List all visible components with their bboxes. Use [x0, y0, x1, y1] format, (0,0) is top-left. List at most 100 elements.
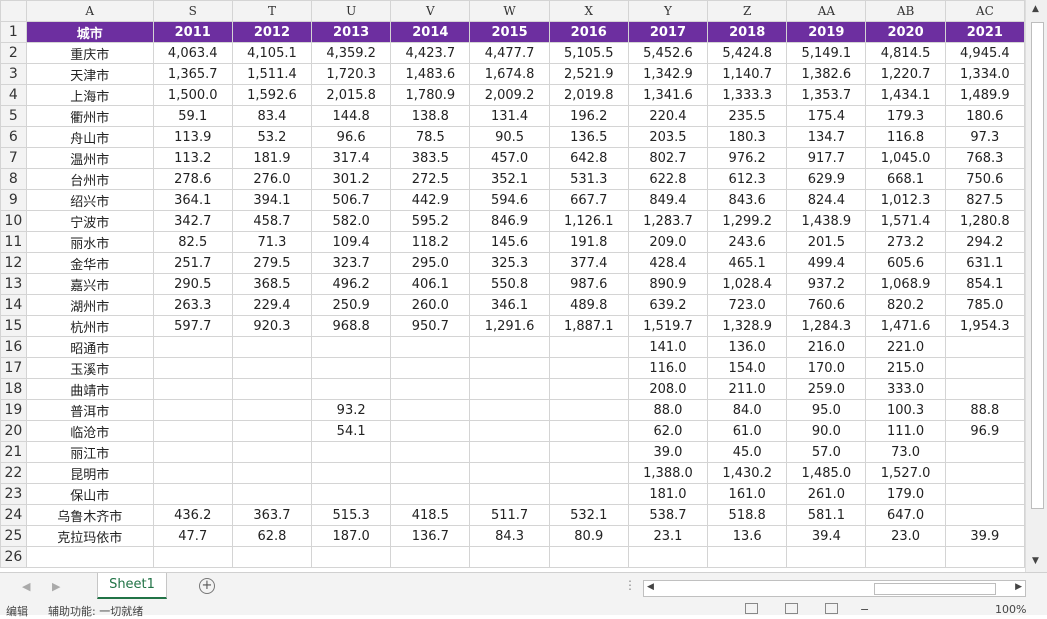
value-cell[interactable]: [311, 483, 392, 505]
value-cell[interactable]: 629.9: [786, 168, 867, 190]
value-cell[interactable]: 854.1: [944, 273, 1025, 295]
value-cell[interactable]: 54.1: [311, 420, 392, 442]
value-cell[interactable]: [152, 336, 233, 358]
value-cell[interactable]: 1,140.7: [707, 63, 788, 85]
value-cell[interactable]: 1,527.0: [865, 462, 946, 484]
value-cell[interactable]: [627, 546, 709, 568]
zoom-level[interactable]: 100%: [995, 603, 1027, 616]
value-cell[interactable]: 595.2: [390, 210, 471, 232]
city-cell[interactable]: 丽江市: [25, 441, 154, 463]
header-cell-year[interactable]: 2014: [390, 21, 471, 43]
value-cell[interactable]: 4,814.5: [865, 42, 946, 64]
value-cell[interactable]: 317.4: [311, 147, 392, 169]
row-header[interactable]: 2: [0, 42, 27, 64]
column-header-w[interactable]: W: [469, 0, 550, 22]
value-cell[interactable]: 263.3: [152, 294, 233, 316]
value-cell[interactable]: 436.2: [152, 504, 233, 526]
city-cell[interactable]: 克拉玛依市: [25, 525, 154, 547]
value-cell[interactable]: 179.0: [865, 483, 946, 505]
value-cell[interactable]: 134.7: [786, 126, 867, 148]
row-header[interactable]: 23: [0, 483, 27, 505]
horizontal-scroll-thumb[interactable]: [874, 583, 996, 595]
value-cell[interactable]: 820.2: [865, 294, 946, 316]
value-cell[interactable]: 506.7: [311, 189, 392, 211]
city-cell[interactable]: 普洱市: [25, 399, 154, 421]
column-header-s[interactable]: S: [152, 0, 233, 22]
value-cell[interactable]: 261.0: [786, 483, 867, 505]
value-cell[interactable]: 917.7: [786, 147, 867, 169]
value-cell[interactable]: 301.2: [311, 168, 392, 190]
value-cell[interactable]: [944, 483, 1025, 505]
value-cell[interactable]: [152, 399, 233, 421]
value-cell[interactable]: [231, 336, 313, 358]
value-cell[interactable]: 1,045.0: [865, 147, 946, 169]
value-cell[interactable]: [548, 336, 629, 358]
value-cell[interactable]: 1,328.9: [707, 315, 788, 337]
value-cell[interactable]: 1,284.3: [786, 315, 867, 337]
value-cell[interactable]: [469, 546, 550, 568]
value-cell[interactable]: 71.3: [231, 231, 313, 253]
value-cell[interactable]: 518.8: [707, 504, 788, 526]
spreadsheet-grid[interactable]: A S T U V W X Y Z AA AB AC 1 城市 2011 2012 2013 2014 2015 20…: [0, 0, 1025, 570]
value-cell[interactable]: 216.0: [786, 336, 867, 358]
city-cell[interactable]: 昆明市: [25, 462, 154, 484]
value-cell[interactable]: 109.4: [311, 231, 392, 253]
value-cell[interactable]: 294.2: [944, 231, 1025, 253]
value-cell[interactable]: 1,342.9: [627, 63, 709, 85]
value-cell[interactable]: [390, 441, 471, 463]
value-cell[interactable]: 1,068.9: [865, 273, 946, 295]
page-layout-view-icon[interactable]: [785, 603, 798, 614]
scroll-up-arrow-icon[interactable]: ▲: [1032, 4, 1039, 14]
value-cell[interactable]: 1,471.6: [865, 315, 946, 337]
value-cell[interactable]: 61.0: [707, 420, 788, 442]
value-cell[interactable]: 1,500.0: [152, 84, 233, 106]
value-cell[interactable]: 496.2: [311, 273, 392, 295]
value-cell[interactable]: [311, 378, 392, 400]
value-cell[interactable]: 4,359.2: [311, 42, 392, 64]
city-cell[interactable]: 上海市: [25, 84, 154, 106]
value-cell[interactable]: 290.5: [152, 273, 233, 295]
header-cell-year[interactable]: 2021: [944, 21, 1025, 43]
value-cell[interactable]: 251.7: [152, 252, 233, 274]
page-break-view-icon[interactable]: [825, 603, 838, 614]
value-cell[interactable]: 2,009.2: [469, 84, 550, 106]
row-header[interactable]: 1: [0, 21, 27, 43]
value-cell[interactable]: 250.9: [311, 294, 392, 316]
value-cell[interactable]: 141.0: [627, 336, 709, 358]
value-cell[interactable]: [311, 336, 392, 358]
value-cell[interactable]: 668.1: [865, 168, 946, 190]
value-cell[interactable]: 4,477.7: [469, 42, 550, 64]
city-cell[interactable]: 乌鲁木齐市: [25, 504, 154, 526]
city-cell[interactable]: 嘉兴市: [25, 273, 154, 295]
value-cell[interactable]: 950.7: [390, 315, 471, 337]
row-header[interactable]: 3: [0, 63, 27, 85]
column-header-aa[interactable]: AA: [786, 0, 867, 22]
value-cell[interactable]: 229.4: [231, 294, 313, 316]
column-header-ab[interactable]: AB: [865, 0, 946, 22]
value-cell[interactable]: [311, 546, 392, 568]
vertical-scroll-thumb[interactable]: [1031, 22, 1044, 509]
value-cell[interactable]: 62.0: [627, 420, 709, 442]
value-cell[interactable]: 47.7: [152, 525, 233, 547]
column-header-z[interactable]: Z: [707, 0, 788, 22]
value-cell[interactable]: 5,424.8: [707, 42, 788, 64]
value-cell[interactable]: 1,954.3: [944, 315, 1025, 337]
value-cell[interactable]: 113.2: [152, 147, 233, 169]
value-cell[interactable]: [944, 441, 1025, 463]
header-cell-year[interactable]: 2016: [548, 21, 629, 43]
value-cell[interactable]: 581.1: [786, 504, 867, 526]
value-cell[interactable]: 1,780.9: [390, 84, 471, 106]
column-header-u[interactable]: U: [311, 0, 392, 22]
value-cell[interactable]: 849.4: [627, 189, 709, 211]
value-cell[interactable]: 131.4: [469, 105, 550, 127]
value-cell[interactable]: 428.4: [627, 252, 709, 274]
value-cell[interactable]: 45.0: [707, 441, 788, 463]
value-cell[interactable]: 95.0: [786, 399, 867, 421]
value-cell[interactable]: 154.0: [707, 357, 788, 379]
column-header-x[interactable]: X: [548, 0, 629, 22]
value-cell[interactable]: 622.8: [627, 168, 709, 190]
value-cell[interactable]: 594.6: [469, 189, 550, 211]
value-cell[interactable]: 179.3: [865, 105, 946, 127]
value-cell[interactable]: 920.3: [231, 315, 313, 337]
value-cell[interactable]: 39.4: [786, 525, 867, 547]
